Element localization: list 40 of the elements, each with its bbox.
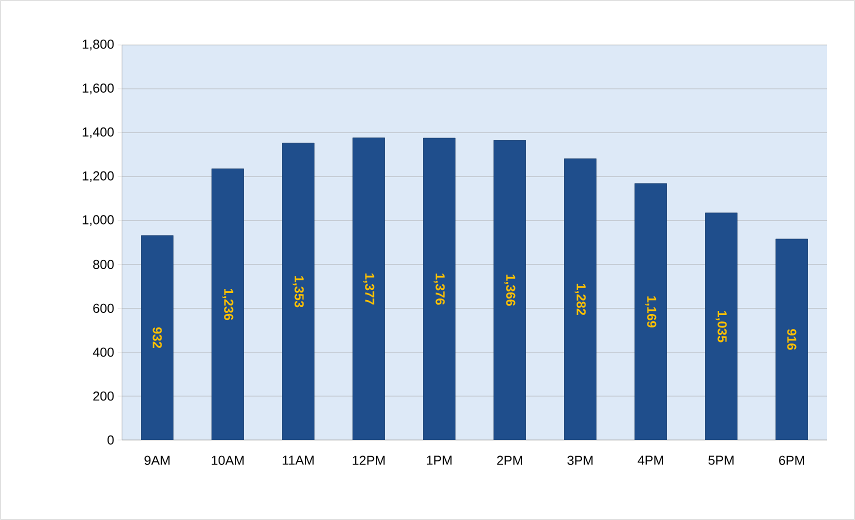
y-tick-label: 400 xyxy=(92,348,114,357)
bar xyxy=(776,238,808,440)
data-label: 916 xyxy=(787,329,796,350)
data-label: 1,169 xyxy=(645,296,656,328)
data-label: 1,366 xyxy=(504,274,516,306)
bar xyxy=(423,138,456,440)
x-tick-label: 12PM xyxy=(352,456,385,465)
data-label: 1,353 xyxy=(292,276,304,308)
data-label: 1,236 xyxy=(222,288,234,320)
data-label: 1,377 xyxy=(363,274,374,305)
bar xyxy=(634,183,667,440)
x-tick-label: 1PM xyxy=(426,456,452,465)
bar xyxy=(705,212,738,440)
y-tick-label: 600 xyxy=(93,304,114,313)
data-label: 932 xyxy=(152,327,162,348)
y-tick-label: 1,600 xyxy=(82,84,114,94)
bar xyxy=(141,235,174,440)
y-tick-label: 1,400 xyxy=(82,127,114,138)
x-tick-label: 11AM xyxy=(282,456,314,465)
y-tick-label: 200 xyxy=(93,392,114,401)
x-tick-label: 9AM xyxy=(144,456,170,465)
bar xyxy=(564,158,596,440)
x-tick-label: 5PM xyxy=(708,456,734,465)
x-tick-label: 10AM xyxy=(212,456,244,465)
y-tick-label: 1,000 xyxy=(82,215,114,226)
bar xyxy=(494,140,526,440)
y-tick-label: 800 xyxy=(93,260,114,270)
x-tick-label: 4PM xyxy=(638,456,664,465)
y-tick-label: 1,200 xyxy=(82,171,114,182)
data-label: 1,376 xyxy=(434,274,445,305)
x-tick-label: 2PM xyxy=(497,456,522,465)
data-label: 1,282 xyxy=(574,284,586,316)
bar xyxy=(352,138,385,440)
y-tick-label: 0 xyxy=(108,435,114,445)
x-tick-label: 3PM xyxy=(567,456,593,465)
bar xyxy=(282,142,314,440)
x-tick-label: 6PM xyxy=(779,456,804,465)
data-label: 1,035 xyxy=(716,311,727,342)
bar xyxy=(212,168,244,440)
y-tick-label: 1,800 xyxy=(82,40,114,50)
